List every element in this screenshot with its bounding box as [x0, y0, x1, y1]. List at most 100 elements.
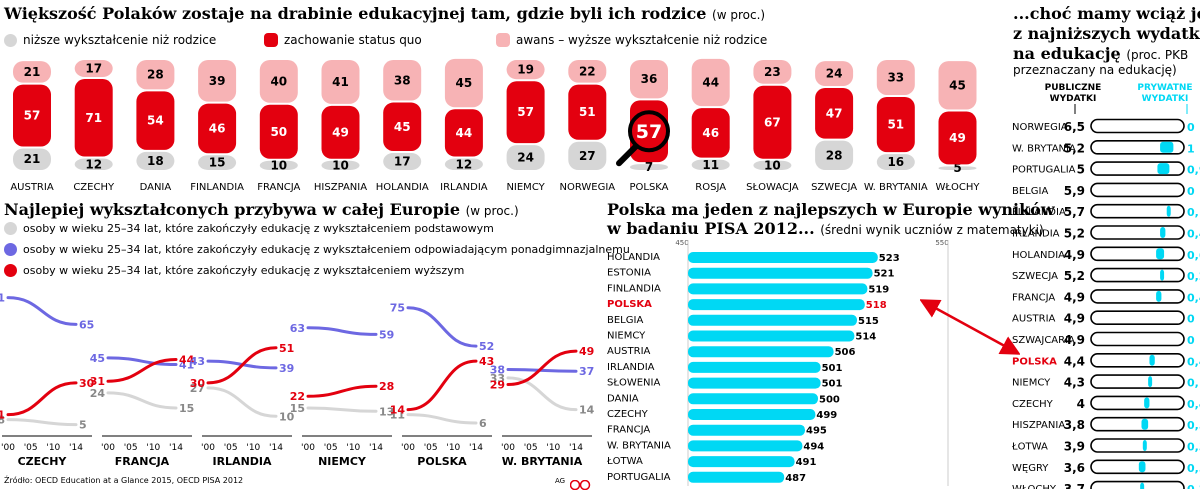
value-irlandia-upper-end: 39	[279, 362, 294, 375]
spend-pill-węgry	[1090, 459, 1185, 475]
spend-private-łotwa: 0,3	[1187, 441, 1200, 454]
year-tick-w-brytania-3: '14	[569, 443, 583, 453]
line-czechy-tertiary	[6, 381, 78, 417]
year-tick-czechy-3: '14	[69, 443, 83, 453]
value-polska-tertiary-end: 43	[479, 355, 494, 368]
bar-label-niemcy-s2: 19	[517, 63, 534, 77]
line-francja-tertiary	[106, 357, 178, 383]
spend-title-line1: ...choć mamy wciąż jedne	[1013, 4, 1200, 23]
pisa-bar-portugalia	[688, 471, 785, 483]
value-irlandia-tertiary-end: 51	[279, 342, 294, 355]
bar-finlandia-s2	[198, 60, 237, 102]
bar-label-czechy-s1: 71	[85, 111, 102, 125]
spend-private-szwecja: 0,2	[1187, 270, 1200, 283]
source-note: Źródło: OECD Education at a Glance 2015,…	[4, 476, 244, 485]
bar-francja-s0	[259, 160, 298, 170]
pisa-value-słowenia: 501	[822, 379, 843, 390]
spend-pill-francja	[1090, 289, 1185, 304]
spend-country-belgia: BELGIA	[1012, 186, 1048, 197]
bar-hiszpania-s1	[321, 105, 360, 159]
bar-austria-s2	[13, 61, 51, 83]
value-w-brytania-basic-start: 33	[490, 372, 505, 385]
spend-pill-włochy	[1090, 480, 1185, 489]
spend-private-fill-węgry	[1138, 461, 1146, 473]
bar-label-dania-s2: 28	[147, 68, 164, 82]
bar-label-rosja-s0: 11	[702, 158, 719, 172]
spend-country-szwajcaria: SZWAJCARIA	[1012, 335, 1075, 346]
value-francja-basic-end: 15	[179, 402, 194, 415]
bar-label-austria-s2: 21	[24, 65, 41, 79]
pisa-value-łotwa: 491	[796, 457, 817, 468]
spend-pill-finlandia	[1090, 203, 1185, 219]
pisa-bar-polska	[688, 299, 865, 311]
spend-public-belgia: 5,9	[1064, 184, 1085, 198]
spend-private-fill-niemcy	[1148, 376, 1153, 388]
pisa-value-czechy: 499	[816, 410, 837, 421]
value-niemcy-tertiary-start: 22	[290, 390, 305, 403]
europe-chart-title: Najlepiej wykształconych przybywa w całe…	[4, 200, 519, 219]
spend-private-szwajcaria: 0	[1187, 334, 1195, 347]
spend-pill-czechy	[1090, 395, 1185, 411]
year-tick-irlandia-2: '10	[246, 443, 260, 453]
spend-col-public: PUBLICZNE WYDATKI	[1044, 83, 1102, 104]
pisa-axis-max: 550	[935, 239, 948, 247]
value-polska-basic-end: 6	[479, 417, 487, 430]
spend-country-łotwa: ŁOTWA	[1011, 442, 1048, 453]
spend-country-finlandia: FINLANDIA	[1012, 207, 1066, 218]
value-polska-upper-end: 52	[479, 340, 494, 353]
bar-label-hiszpania-s0: 10	[332, 158, 349, 172]
spend-pill-norwegia	[1090, 118, 1185, 134]
bar-w-brytania-s0	[876, 154, 915, 170]
bar-label-norwegia-s0: 27	[579, 149, 596, 163]
pisa-country-łotwa: ŁOTWA	[606, 456, 643, 467]
pisa-country-dania: DANIA	[607, 393, 639, 404]
pisa-country-irlandia: IRLANDIA	[607, 362, 655, 373]
pisa-value-polska: 518	[866, 300, 887, 311]
line-czechy-basic	[6, 418, 78, 427]
value-niemcy-tertiary-end: 28	[379, 380, 394, 393]
pisa-country-czechy: CZECHY	[607, 409, 649, 420]
spend-private-fill-w-brytania	[1160, 141, 1174, 153]
bar-rosja-s1	[691, 108, 730, 158]
pisa-value-dania: 500	[819, 394, 840, 405]
bar-austria-s1	[13, 84, 51, 147]
europe-chart-unit: (w proc.)	[465, 204, 519, 218]
category-label-norwegia: NORWEGIA	[559, 182, 615, 193]
legend-upper: osoby w wieku 25–34 lat, które zakończył…	[4, 243, 630, 256]
spend-private-fill-polska	[1149, 354, 1155, 366]
pisa-country-estonia: ESTONIA	[607, 268, 651, 279]
line-w-brytania-tertiary	[506, 349, 578, 387]
panel-label-w-brytania: W. BRYTANIA	[502, 455, 583, 468]
value-niemcy-upper-start: 63	[290, 322, 305, 335]
year-tick-irlandia-0: '00	[201, 443, 215, 453]
bar-rosja-s0	[691, 159, 730, 170]
spend-title-line3: na edukację	[1013, 44, 1121, 63]
bar-szwecja-s2	[815, 61, 854, 86]
top-chart-title-text: Większość Polaków zostaje na drabinie ed…	[4, 4, 707, 23]
bar-label-francja-s1: 50	[270, 125, 287, 139]
bar-label-szwecja-s2: 24	[826, 67, 843, 81]
value-czechy-basic-end: 5	[79, 419, 87, 432]
bar-czechy-s1	[74, 79, 113, 157]
legend-upper-swatch	[4, 243, 17, 256]
spend-pill-austria	[1090, 310, 1185, 325]
spend-country-włochy: WŁOCHY	[1012, 484, 1057, 489]
spend-private-fill-finlandia	[1166, 205, 1171, 217]
spend-private-austria: 0	[1187, 313, 1195, 326]
bar-hiszpania-s2	[321, 60, 360, 104]
bar-label-włochy-s1: 49	[949, 131, 966, 145]
pisa-country-finlandia: FINLANDIA	[607, 283, 661, 294]
bar-label-w-brytania-s0: 16	[887, 155, 904, 169]
spend-country-w-brytania: W. BRYTANIA	[1012, 143, 1076, 154]
spend-chart-title: ...choć mamy wciąż jedne z najniższych w…	[1013, 4, 1200, 65]
top-chart-title: Większość Polaków zostaje na drabinie ed…	[4, 4, 765, 23]
spend-country-portugalia: PORTUGALIA	[1012, 165, 1076, 176]
year-tick-w-brytania-0: '00	[501, 443, 515, 453]
value-irlandia-basic-end: 10	[279, 410, 295, 423]
bar-label-irlandia-s2: 45	[456, 76, 473, 90]
spend-country-polska: POLSKA	[1012, 356, 1057, 367]
category-label-szwecja: SZWECJA	[811, 182, 857, 193]
spend-private-norwegia: 0	[1187, 121, 1195, 134]
category-label-słowacja: SŁOWACJA	[746, 182, 799, 193]
value-w-brytania-tertiary-end: 49	[579, 345, 594, 358]
